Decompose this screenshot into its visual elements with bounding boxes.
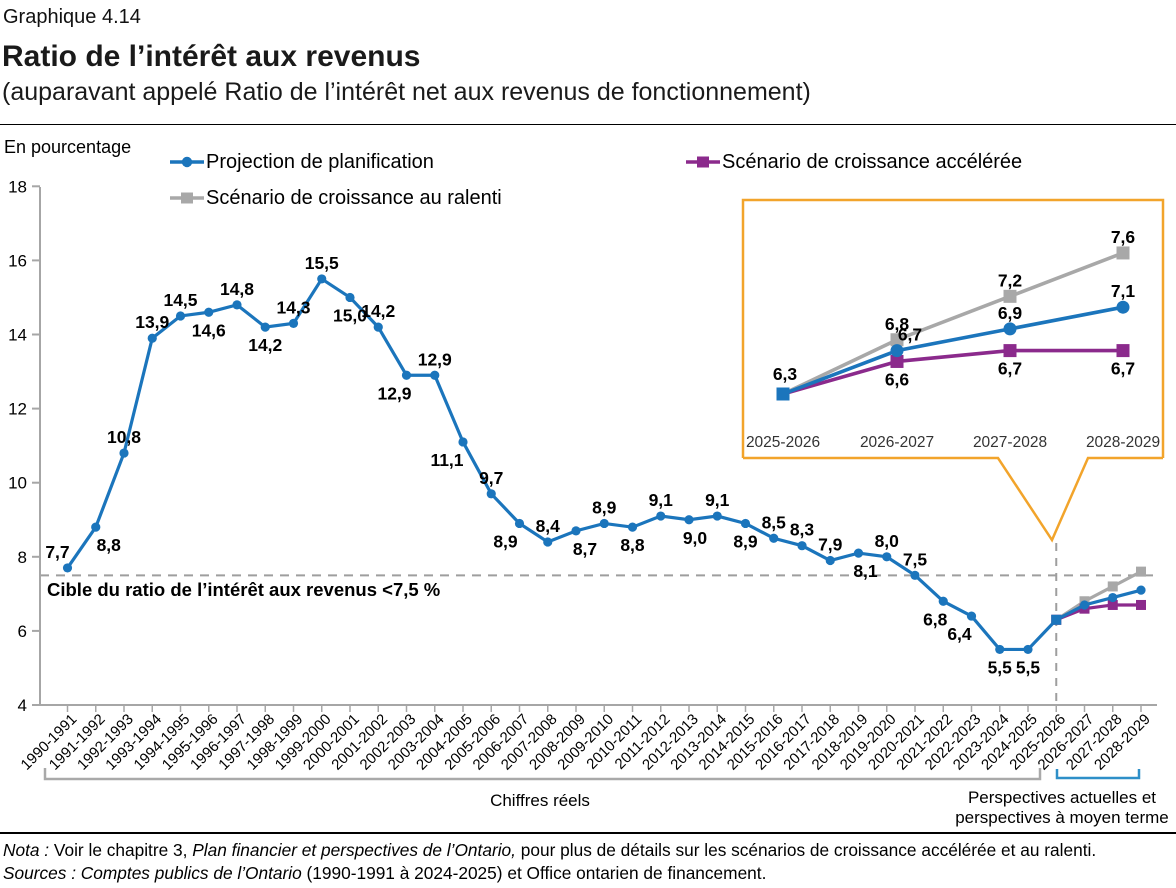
svg-text:7,2: 7,2 (998, 270, 1023, 290)
svg-text:2027-2028: 2027-2028 (973, 434, 1047, 451)
svg-text:9,1: 9,1 (649, 490, 674, 510)
axes (32, 185, 1157, 712)
svg-text:6,4: 6,4 (947, 624, 972, 644)
svg-text:15,0: 15,0 (333, 305, 367, 325)
svg-text:4: 4 (18, 696, 27, 715)
svg-text:12,9: 12,9 (418, 349, 452, 369)
series-0 (62, 274, 1146, 655)
svg-text:8,8: 8,8 (97, 535, 122, 555)
svg-text:14,2: 14,2 (361, 301, 395, 321)
svg-text:6,8: 6,8 (885, 314, 910, 334)
svg-text:8: 8 (18, 548, 27, 567)
page-subtitle: (auparavant appelé Ratio de l’intérêt ne… (2, 78, 811, 106)
svg-text:14: 14 (8, 326, 27, 345)
svg-text:8,5: 8,5 (762, 512, 787, 532)
real-figures-bracket-label: Chiffres réels (490, 791, 590, 810)
svg-text:6: 6 (18, 622, 27, 641)
inset-x-labels: 2025-2026 2026-2027 2027-2028 2028-2029 (746, 434, 1160, 451)
legend-item-accelerated: Scénario de croissance accélérée (686, 150, 1022, 174)
outlook-bracket-label: Perspectives actuelles et perspectives à… (944, 788, 1176, 828)
svg-text:8,1: 8,1 (853, 561, 878, 581)
svg-text:9,7: 9,7 (479, 468, 503, 488)
svg-text:8,8: 8,8 (620, 535, 645, 555)
svg-text:13,9: 13,9 (135, 312, 169, 332)
outlook-bracket (1055, 769, 1141, 780)
svg-text:6,8: 6,8 (923, 609, 948, 629)
svg-text:2028-2029: 2028-2029 (1086, 434, 1160, 451)
legend-item-projection: Projection de planification (170, 150, 434, 174)
svg-text:2026-2027: 2026-2027 (860, 434, 934, 451)
legend-label-slower: Scénario de croissance au ralenti (206, 186, 502, 209)
x-tick-labels: 1990-19911991-19921992-19931993-19941994… (18, 711, 1154, 774)
svg-text:14,8: 14,8 (220, 279, 254, 299)
target-line-label: Cible du ratio de l’intérêt aux revenus … (47, 579, 441, 600)
svg-text:10: 10 (8, 474, 27, 493)
inset-data-labels: 6,7 6,9 7,1 6,8 7,2 7,6 6,6 6,7 6,7 6,3 (773, 227, 1136, 390)
svg-text:7,1: 7,1 (1111, 281, 1136, 301)
sources-line: Sources : Comptes publics de l’Ontario (… (3, 863, 767, 883)
svg-text:7,5: 7,5 (903, 549, 928, 569)
svg-text:14,3: 14,3 (276, 297, 310, 317)
svg-text:12: 12 (8, 400, 27, 419)
svg-text:9,0: 9,0 (683, 528, 708, 548)
svg-text:9,1: 9,1 (705, 490, 730, 510)
svg-text:8,9: 8,9 (733, 531, 758, 551)
svg-text:14,6: 14,6 (192, 320, 226, 340)
legend-label-accelerated: Scénario de croissance accélérée (722, 150, 1023, 173)
data-labels: 7,7 8,8 10,8 13,914,5 14,6 14,8 14,2 14,3 15,5 15… (45, 253, 1040, 678)
svg-text:6,7: 6,7 (998, 359, 1022, 379)
svg-text:8,9: 8,9 (493, 531, 518, 551)
svg-text:6,7: 6,7 (1111, 359, 1135, 379)
svg-text:15,5: 15,5 (305, 253, 339, 273)
svg-text:10,8: 10,8 (107, 427, 141, 447)
svg-text:6,9: 6,9 (998, 303, 1023, 323)
svg-text:6,3: 6,3 (773, 364, 798, 384)
page-title: Ratio de l’intérêt aux revenus (2, 40, 421, 73)
svg-text:7,7: 7,7 (45, 542, 69, 562)
legend-marker-slower-icon (170, 190, 204, 206)
svg-text:2025-2026: 2025-2026 (746, 434, 820, 451)
svg-text:5,5: 5,5 (988, 657, 1013, 677)
legend-item-slower: Scénario de croissance au ralenti (170, 186, 502, 210)
svg-text:6,6: 6,6 (885, 369, 910, 389)
svg-text:5,5: 5,5 (1016, 657, 1041, 677)
svg-text:7,9: 7,9 (818, 535, 843, 555)
real-figures-bracket (43, 768, 1042, 781)
svg-text:16: 16 (8, 251, 27, 270)
legend-marker-projection-icon (170, 154, 204, 170)
svg-text:11,1: 11,1 (430, 450, 463, 470)
y-tick-labels: 4 6 8 10 12 14 16 18 (8, 177, 27, 715)
legend-label-projection: Projection de planification (206, 150, 434, 173)
footnotes: Nota : Voir le chapitre 3, Plan financie… (0, 832, 1176, 885)
svg-text:8,0: 8,0 (875, 531, 900, 551)
svg-text:8,7: 8,7 (573, 539, 597, 559)
outlook-label-line1: Perspectives actuelles et (967, 788, 1157, 807)
svg-text:12,9: 12,9 (377, 383, 411, 403)
svg-text:6,7: 6,7 (898, 325, 922, 345)
svg-text:8,3: 8,3 (790, 520, 815, 540)
svg-text:8,9: 8,9 (592, 497, 617, 517)
outlook-label-line2: perspectives à moyen terme (955, 808, 1169, 827)
nota-line: Nota : Voir le chapitre 3, Plan financie… (3, 840, 1097, 860)
figure-number: Graphique 4.14 (3, 6, 141, 28)
svg-text:7,6: 7,6 (1111, 227, 1136, 247)
svg-text:18: 18 (8, 177, 27, 196)
y-axis-unit-label: En pourcentage (4, 137, 132, 157)
svg-text:14,2: 14,2 (248, 335, 282, 355)
header-divider (0, 124, 1176, 125)
legend-marker-accelerated-icon (686, 154, 720, 170)
svg-text:14,5: 14,5 (163, 290, 197, 310)
svg-text:8,4: 8,4 (536, 516, 561, 536)
